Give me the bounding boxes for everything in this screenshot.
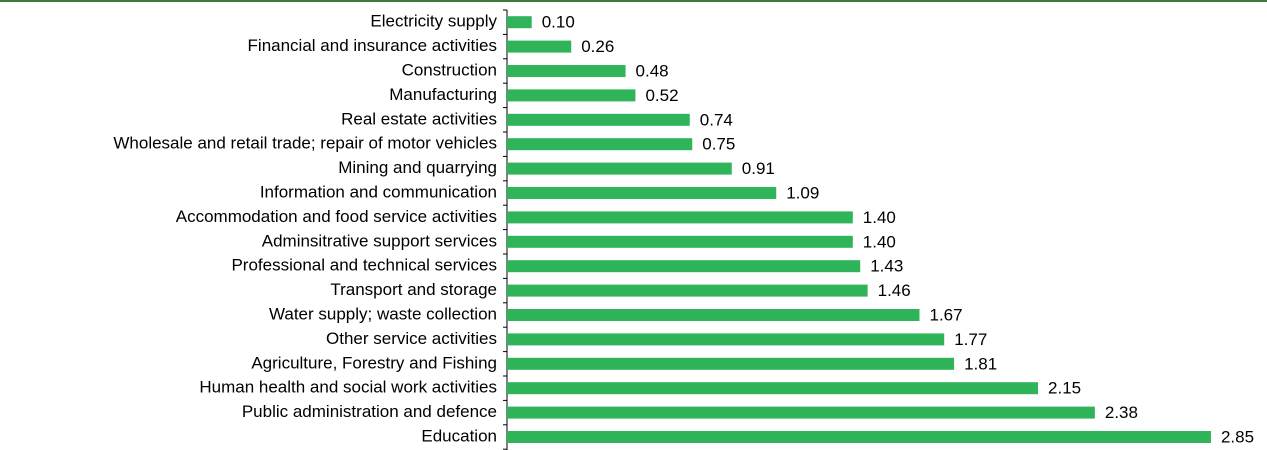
bar [507,406,1095,419]
bar [507,284,868,297]
category-label: Other service activities [326,329,497,348]
category-label: Accommodation and food service activitie… [176,207,497,226]
bar [507,260,861,273]
category-label: Public administration and defence [242,402,497,421]
bar [507,65,626,77]
category-label: Mining and quarrying [338,158,497,177]
category-label: Transport and storage [330,280,497,299]
bar [507,431,1211,443]
bar [507,211,853,224]
bar [507,357,955,370]
value-label: 2.85 [1221,427,1254,446]
category-label: Professional and technical services [231,256,497,275]
category-label: Wholesale and retail trade; repair of mo… [113,134,497,153]
bar [507,382,1039,395]
category-label: Manufacturing [389,85,497,104]
bar [507,187,777,199]
category-label: Information and communication [260,182,497,201]
value-label: 1.67 [929,305,962,324]
value-label: 0.10 [542,13,575,32]
category-label: Construction [402,60,497,79]
category-label: Agriculture, Forestry and Fishing [251,353,497,372]
category-label: Human health and social work activities [199,378,497,397]
category-label: Real estate activities [341,109,497,128]
bar [507,235,853,248]
bar [507,138,693,151]
value-label: 0.91 [742,159,775,178]
value-label: 1.40 [863,232,896,251]
bar [507,40,572,53]
value-label: 0.48 [636,61,669,80]
value-label: 0.75 [702,135,735,154]
bar [507,309,920,321]
value-label: 2.38 [1105,403,1138,422]
category-label: Adminsitrative support services [262,231,497,250]
value-label: 0.74 [700,110,733,129]
top-border [0,0,1267,2]
bar [507,162,732,175]
category-label: Electricity supply [370,12,497,31]
value-label: 1.81 [964,354,997,373]
bar [507,16,532,29]
value-label: 1.77 [954,330,987,349]
bar [507,333,945,346]
value-label: 0.26 [581,37,614,56]
category-label: Education [421,426,497,445]
value-label: 1.09 [786,183,819,202]
bar [507,113,690,126]
bar [507,89,636,102]
value-label: 1.40 [863,208,896,227]
value-label: 0.52 [645,86,678,105]
category-label: Financial and insurance activities [248,36,497,55]
value-label: 1.43 [870,257,903,276]
category-label: Water supply; waste collection [269,304,497,323]
value-label: 1.46 [878,281,911,300]
value-label: 2.15 [1048,379,1081,398]
